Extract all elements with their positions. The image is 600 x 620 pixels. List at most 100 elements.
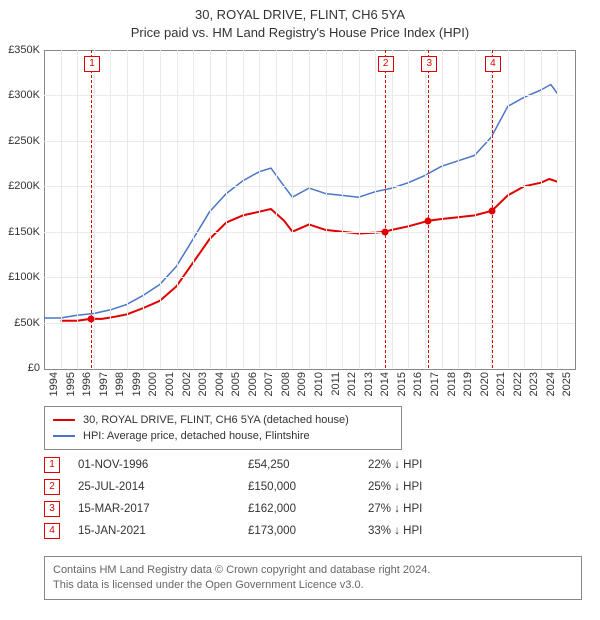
x-gridline <box>342 50 343 368</box>
title-address: 30, ROYAL DRIVE, FLINT, CH6 5YA <box>0 6 600 24</box>
event-data-point <box>488 207 495 214</box>
y-axis-tick-label: £50K <box>0 317 40 329</box>
event-hpi-delta: 22% ↓ HPI <box>368 459 488 471</box>
event-date: 15-JAN-2021 <box>78 525 248 537</box>
arrow-down-icon: ↓ <box>394 503 400 515</box>
event-table-row: 3 15-MAR-2017£162,00027% ↓ HPI <box>44 498 564 520</box>
event-table-row: 1 01-NOV-1996£54,25022% ↓ HPI <box>44 454 564 476</box>
x-gridline <box>475 50 476 368</box>
event-marker-line <box>428 50 429 368</box>
footer-line-1: Contains HM Land Registry data © Crown c… <box>53 563 573 578</box>
x-axis-tick-label: 2025 <box>561 372 573 400</box>
event-index-badge: 4 <box>44 523 60 539</box>
x-axis-tick-label: 2006 <box>247 372 259 400</box>
x-axis-tick-label: 2008 <box>280 372 292 400</box>
event-date: 25-JUL-2014 <box>78 481 248 493</box>
x-gridline <box>243 50 244 368</box>
legend-item: 30, ROYAL DRIVE, FLINT, CH6 5YA (detache… <box>53 412 393 428</box>
x-axis-tick-label: 2001 <box>164 372 176 400</box>
x-gridline <box>359 50 360 368</box>
y-axis-tick-label: £150K <box>0 226 40 238</box>
events-table: 1 01-NOV-1996£54,25022% ↓ HPI 2 25-JUL-2014… <box>44 454 564 542</box>
x-gridline <box>524 50 525 368</box>
x-gridline <box>110 50 111 368</box>
event-price: £54,250 <box>248 459 368 471</box>
event-price: £150,000 <box>248 481 368 493</box>
event-index-badge: 1 <box>44 457 60 473</box>
event-hpi-delta: 27% ↓ HPI <box>368 503 488 515</box>
event-marker-badge: 4 <box>485 56 501 72</box>
x-gridline <box>408 50 409 368</box>
event-marker-badge: 2 <box>378 56 394 72</box>
x-gridline <box>375 50 376 368</box>
x-gridline <box>276 50 277 368</box>
x-axis-tick-label: 2004 <box>214 372 226 400</box>
x-gridline <box>127 50 128 368</box>
x-gridline <box>61 50 62 368</box>
x-axis-tick-label: 2005 <box>230 372 242 400</box>
x-axis-tick-label: 2018 <box>446 372 458 400</box>
x-gridline <box>508 50 509 368</box>
x-gridline <box>442 50 443 368</box>
x-axis-tick-label: 2016 <box>412 372 424 400</box>
x-axis-tick-label: 1994 <box>48 372 60 400</box>
x-axis-tick-label: 2022 <box>512 372 524 400</box>
x-gridline <box>193 50 194 368</box>
x-gridline <box>160 50 161 368</box>
y-axis-tick-label: £300K <box>0 89 40 101</box>
title-subtitle: Price paid vs. HM Land Registry's House … <box>0 24 600 42</box>
event-data-point <box>381 228 388 235</box>
event-marker-line <box>385 50 386 368</box>
event-price: £162,000 <box>248 503 368 515</box>
x-axis-tick-label: 1999 <box>131 372 143 400</box>
event-price: £173,000 <box>248 525 368 537</box>
event-hpi-delta: 33% ↓ HPI <box>368 525 488 537</box>
chart-title: 30, ROYAL DRIVE, FLINT, CH6 5YA Price pa… <box>0 0 600 41</box>
x-axis-tick-label: 2015 <box>396 372 408 400</box>
x-axis-tick-label: 2009 <box>296 372 308 400</box>
arrow-down-icon: ↓ <box>394 459 400 471</box>
x-axis-tick-label: 2002 <box>181 372 193 400</box>
event-date: 01-NOV-1996 <box>78 459 248 471</box>
x-gridline <box>425 50 426 368</box>
event-date: 15-MAR-2017 <box>78 503 248 515</box>
x-axis-tick-label: 2019 <box>462 372 474 400</box>
x-axis-tick-label: 2003 <box>197 372 209 400</box>
y-axis-tick-label: £350K <box>0 44 40 56</box>
x-gridline <box>177 50 178 368</box>
event-data-point <box>425 217 432 224</box>
x-gridline <box>292 50 293 368</box>
x-axis-tick-label: 2014 <box>379 372 391 400</box>
event-marker-badge: 3 <box>421 56 437 72</box>
event-index-badge: 2 <box>44 479 60 495</box>
legend-item: HPI: Average price, detached house, Flin… <box>53 428 393 444</box>
event-marker-badge: 1 <box>84 56 100 72</box>
arrow-down-icon: ↓ <box>394 481 400 493</box>
x-axis-tick-label: 2017 <box>429 372 441 400</box>
x-gridline <box>541 50 542 368</box>
legend-swatch <box>53 419 75 421</box>
event-table-row: 2 25-JUL-2014£150,00025% ↓ HPI <box>44 476 564 498</box>
series-hpi <box>44 85 557 319</box>
x-axis-tick-label: 1996 <box>81 372 93 400</box>
x-axis-tick-label: 2024 <box>545 372 557 400</box>
x-gridline <box>557 50 558 368</box>
x-gridline <box>326 50 327 368</box>
event-data-point <box>88 315 95 322</box>
x-axis-tick-label: 2021 <box>495 372 507 400</box>
x-axis-tick-label: 1995 <box>65 372 77 400</box>
x-axis-tick-label: 2000 <box>147 372 159 400</box>
x-axis-tick-label: 2020 <box>479 372 491 400</box>
x-axis-tick-label: 2023 <box>528 372 540 400</box>
chart-container: { "title": { "address": "30, ROYAL DRIVE… <box>0 0 600 620</box>
x-gridline <box>210 50 211 368</box>
x-gridline <box>309 50 310 368</box>
x-gridline <box>226 50 227 368</box>
x-gridline <box>143 50 144 368</box>
event-hpi-delta: 25% ↓ HPI <box>368 481 488 493</box>
footer-attribution: Contains HM Land Registry data © Crown c… <box>44 556 582 600</box>
x-axis-tick-label: 2007 <box>263 372 275 400</box>
event-index-badge: 3 <box>44 501 60 517</box>
y-axis-tick-label: £200K <box>0 180 40 192</box>
x-axis-tick-label: 2012 <box>346 372 358 400</box>
